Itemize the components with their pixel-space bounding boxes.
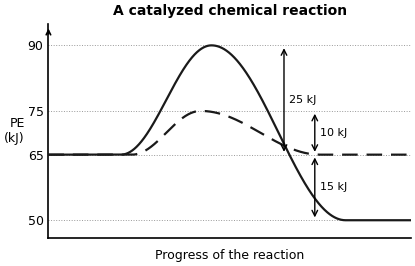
Title: A catalyzed chemical reaction: A catalyzed chemical reaction bbox=[112, 4, 347, 18]
Text: 25 kJ: 25 kJ bbox=[289, 95, 317, 105]
Y-axis label: PE
(kJ): PE (kJ) bbox=[4, 117, 25, 145]
Text: 10 kJ: 10 kJ bbox=[320, 128, 347, 138]
Text: 15 kJ: 15 kJ bbox=[320, 182, 347, 192]
X-axis label: Progress of the reaction: Progress of the reaction bbox=[155, 249, 304, 262]
